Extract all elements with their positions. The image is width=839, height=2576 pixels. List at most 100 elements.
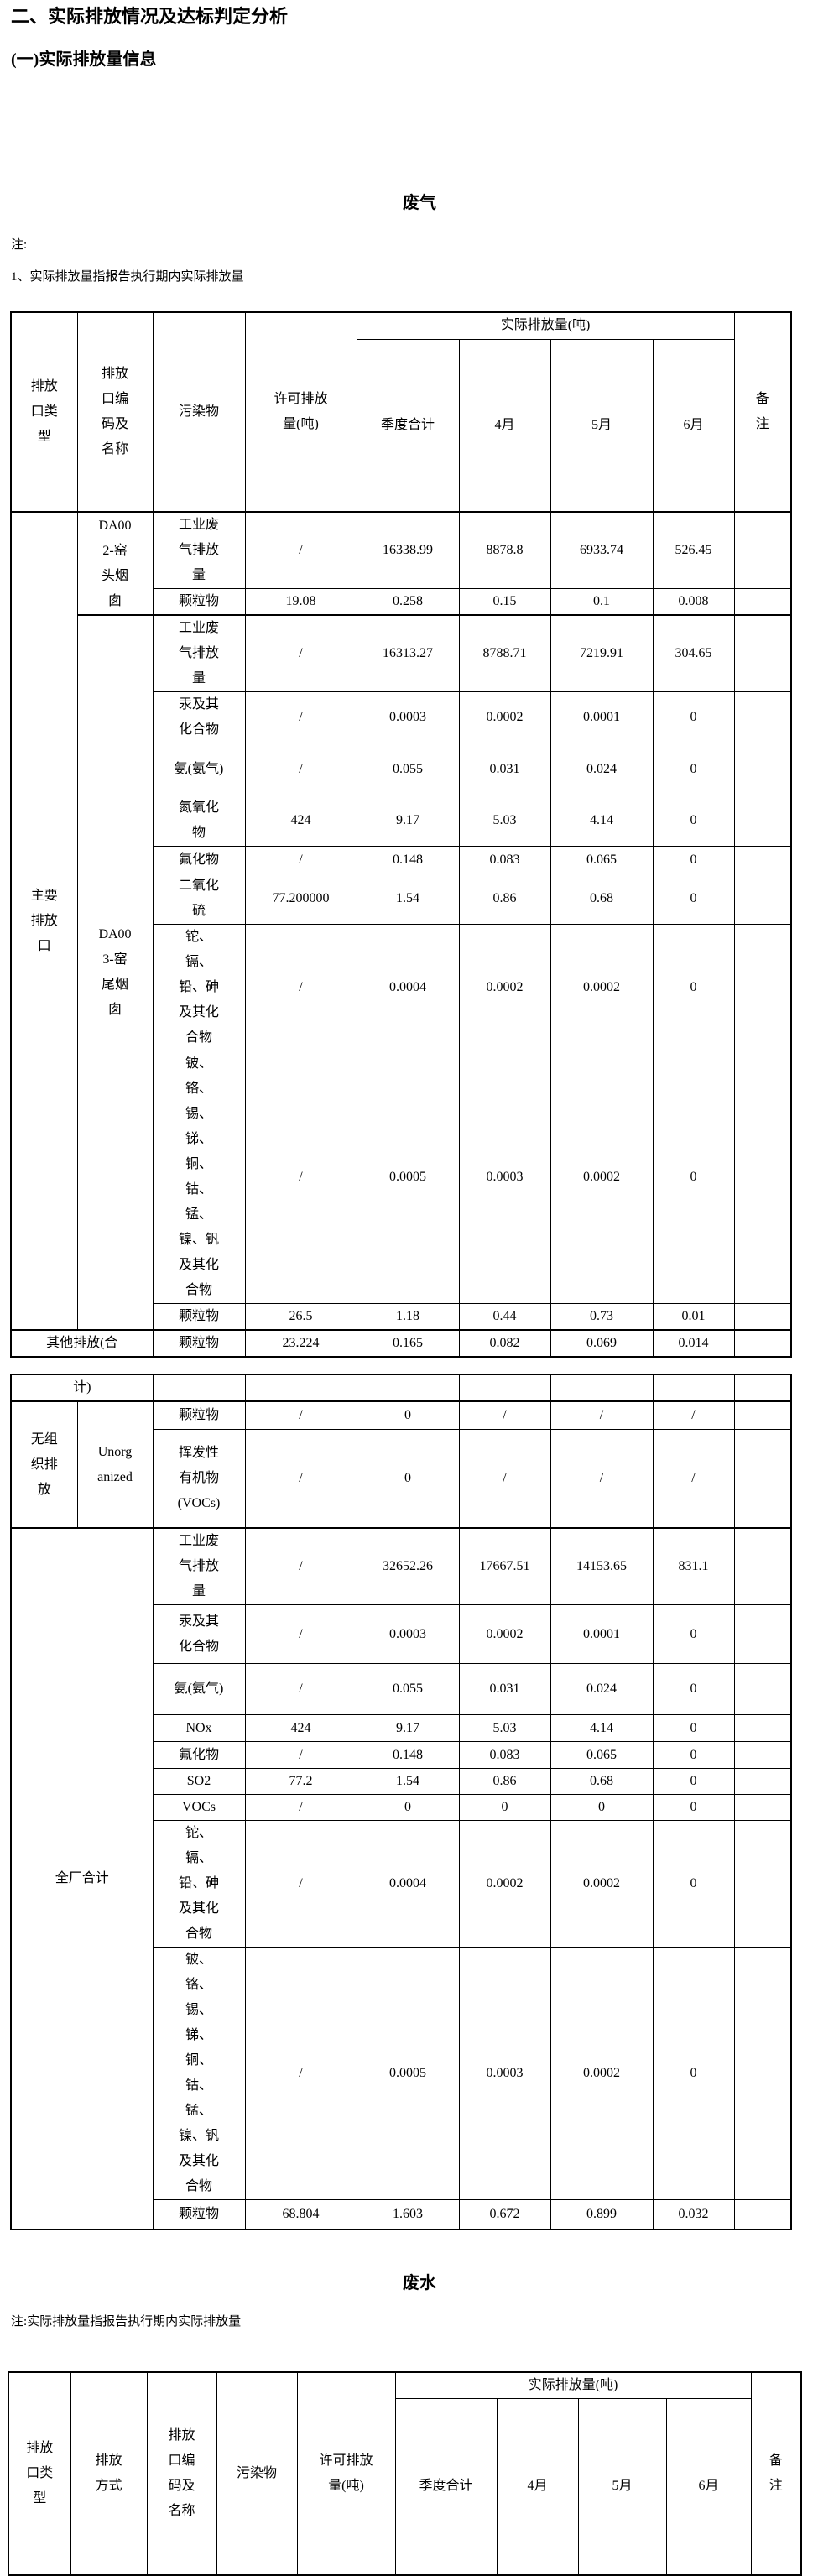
april-cell: 0.082: [458, 1329, 551, 1358]
remark-cell: [733, 1527, 792, 1605]
april-cell: /: [458, 1400, 551, 1430]
table-row: 颗粒物 19.08 0.258 0.15 0.1 0.008: [11, 588, 792, 616]
june-cell: 0: [652, 795, 735, 847]
table-row: 计): [10, 1374, 792, 1402]
outlet-type-cell: 全厂合计: [10, 1527, 154, 2229]
pollutant-cell: 工业废气排放量: [152, 511, 246, 589]
may-cell: 0.0001: [550, 691, 654, 743]
table-row: 铍、铬、锡、锑、铜、钴、锰、镍、钒及其化合物/0.0005 0.0003 0.000…: [11, 1947, 792, 2200]
april-cell: 0.083: [458, 846, 551, 873]
pollutant-cell: 氮氧化物: [152, 795, 246, 847]
outlet-code-cell: DA003-窑尾烟囱: [76, 614, 154, 1331]
outlet-type-cell: 计): [10, 1374, 154, 1402]
table-row: 氨(氨气)/0.055 0.031 0.024 0: [11, 1663, 792, 1715]
remark-cell: [733, 691, 792, 743]
remark-cell: [733, 1329, 792, 1358]
outlet-type-header: 排放口类型: [8, 2371, 71, 2575]
quarter-total-cell: 0.0004: [356, 924, 460, 1051]
permitted-amount-cell: 19.08: [244, 588, 357, 616]
outlet-code-cell: DA002-窑头烟囱: [76, 511, 154, 616]
remark-cell: [733, 846, 792, 873]
quarter-total-cell: 0.0003: [356, 1604, 460, 1664]
june-cell: 0.008: [652, 588, 735, 616]
document-page: { "page": { "title": "二、实际排放情况及达标判定分析", …: [0, 5, 839, 2576]
may-cell: 0.0002: [550, 1947, 654, 2200]
permitted-amount-cell: /: [244, 1400, 357, 1430]
remark-cell: [733, 1663, 792, 1715]
quarter-total-cell: 1.54: [356, 873, 460, 925]
permitted-amount-cell: /: [244, 1663, 357, 1715]
may-cell: 0.1: [550, 588, 654, 616]
permitted-amount-cell: /: [244, 743, 357, 795]
may-header: 5月: [550, 338, 654, 513]
june-cell: 0: [652, 846, 735, 873]
permitted-amount-cell: /: [244, 1794, 357, 1821]
may-cell: 0.069: [550, 1329, 654, 1358]
remark-cell: [733, 1604, 792, 1664]
june-cell: 0: [652, 1947, 735, 2200]
permitted-amount-header: 许可排放量(吨): [296, 2371, 396, 2575]
permitted-amount-cell: 26.5: [244, 1303, 357, 1331]
table-row: 挥发性有机物(VOCs)/0// /: [11, 1428, 792, 1529]
actual-amount-group-header: 实际排放量(吨): [356, 311, 735, 340]
remark-cell: [733, 1428, 792, 1529]
remark-cell: [733, 1303, 792, 1331]
table-row: 颗粒物 68.804 1.603 0.672 0.899 0.032: [11, 2199, 792, 2229]
april-cell: 0.86: [458, 873, 551, 925]
pollutant-header: 污染物: [152, 311, 246, 513]
table-row: 铊、镉、铅、砷及其化合物/0.0004 0.0002 0.0002 0: [11, 924, 792, 1051]
may-cell: 0.024: [550, 743, 654, 795]
table-row: 汞及其化合物/0.0003 0.0002 0.0001 0: [11, 1604, 792, 1664]
pollutant-cell: 汞及其化合物: [152, 1604, 246, 1664]
june-cell: 0: [652, 1604, 735, 1664]
april-cell: [458, 1374, 551, 1402]
remark-cell: [733, 924, 792, 1051]
gas-section-title: 废气: [403, 194, 436, 212]
april-cell: 8878.8: [458, 511, 551, 589]
april-cell: 0.031: [458, 743, 551, 795]
april-cell: 8788.71: [458, 614, 551, 692]
remark-cell: [733, 511, 792, 589]
permitted-amount-cell: 424: [244, 795, 357, 847]
page-title: 二、实际排放情况及达标判定分析: [11, 6, 289, 27]
pollutant-cell: 颗粒物: [152, 1329, 246, 1358]
actual-amount-group-header: 实际排放量(吨): [394, 2371, 752, 2399]
pollutant-cell: 工业废气排放量: [152, 1527, 246, 1605]
permitted-amount-cell: /: [244, 1051, 357, 1304]
permitted-amount-cell: 77.200000: [244, 873, 357, 925]
remark-cell: [733, 1947, 792, 2200]
gas-table-header-row-1: 排放口类型 排放口编码及名称 污染物 许可排放量(吨) 实际排放量(吨) 备注: [10, 311, 792, 513]
may-cell: 0: [550, 1794, 654, 1821]
remark-cell: [733, 2199, 792, 2229]
may-cell: 0.0002: [550, 1051, 654, 1304]
june-cell: 0: [652, 924, 735, 1051]
quarter-total-cell: 0.0005: [356, 1051, 460, 1304]
june-cell: 0: [652, 743, 735, 795]
quarter-total-cell: 9.17: [356, 1714, 460, 1742]
june-cell: 0: [652, 1051, 735, 1304]
june-cell: 0: [652, 873, 735, 925]
remark-cell: [733, 795, 792, 847]
may-cell: 4.14: [550, 1714, 654, 1742]
remark-cell: [733, 1400, 792, 1430]
pollutant-cell: 汞及其化合物: [152, 691, 246, 743]
april-cell: 0.0002: [458, 1820, 551, 1948]
pollutant-cell: SO2: [152, 1768, 246, 1795]
water-note: 注:实际排放量指报告执行期内实际排放量: [11, 2314, 242, 2328]
may-cell: 4.14: [550, 795, 654, 847]
pollutant-cell: VOCs: [152, 1794, 246, 1821]
may-cell: 7219.91: [550, 614, 654, 692]
table-row: 全厂合计 工业废气排放量/32652.26 17667.51 14153.65 831.…: [10, 1527, 792, 2229]
may-header: 5月: [577, 2398, 667, 2575]
table-row: 氟化物/0.148 0.083 0.065 0: [11, 1741, 792, 1769]
table-row: DA003-窑尾烟囱 工业废气排放量/16313.27 8788.71 7219.91…: [11, 614, 792, 1331]
water-table-header-row-1: 排放口类型 排放方式 排放口编码及名称 污染物 许可排放量(吨) 实际排放量(吨…: [8, 2371, 802, 2575]
quarter-total-cell: 0: [356, 1428, 460, 1529]
may-cell: 0.065: [550, 1741, 654, 1769]
permitted-amount-cell: 77.2: [244, 1768, 357, 1795]
april-cell: 0.083: [458, 1741, 551, 1769]
permitted-amount-cell: /: [244, 1741, 357, 1769]
april-cell: /: [458, 1428, 551, 1529]
remark-cell: [733, 1741, 792, 1769]
pollutant-cell: 颗粒物: [152, 1400, 246, 1430]
